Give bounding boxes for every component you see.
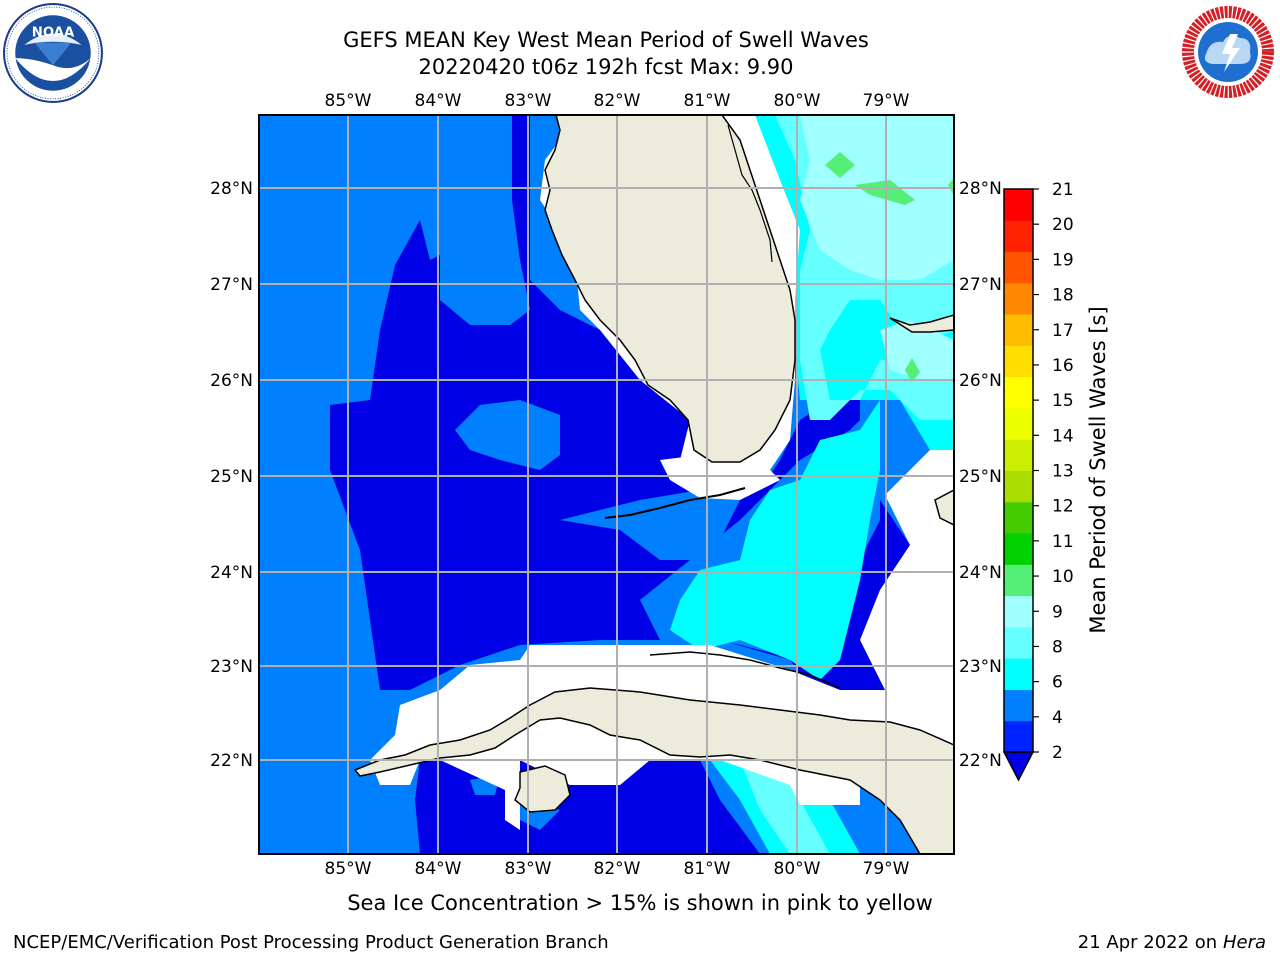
colorbar-segment <box>1004 689 1033 722</box>
colorbar-tick-label: 12 <box>1052 497 1074 517</box>
colorbar-segment <box>1004 501 1033 534</box>
colorbar-segment <box>1004 282 1033 315</box>
lon-label: 84°W <box>415 859 462 879</box>
lat-labels-left: 28°N 27°N 26°N 25°N 24°N 23°N 22°N <box>210 179 253 771</box>
mask-atlantic-east <box>860 450 954 760</box>
footer-credit: NCEP/EMC/Verification Post Processing Pr… <box>13 932 609 953</box>
land-andros <box>934 489 954 526</box>
colorbar-segment <box>1004 220 1033 253</box>
footer-host: Hera <box>1222 932 1266 953</box>
lat-labels-right: 28°N 27°N 26°N 25°N 24°N 23°N 22°N <box>959 179 1002 771</box>
colorbar-tick-label: 9 <box>1052 602 1063 622</box>
lon-label: 80°W <box>774 859 821 879</box>
lat-label: 27°N <box>959 275 1002 295</box>
land-cuba-cays <box>649 651 841 689</box>
colorbar-tick-label: 6 <box>1052 673 1063 693</box>
lat-label: 22°N <box>210 751 253 771</box>
map-title: GEFS MEAN Key West Mean Period of Swell … <box>343 28 869 52</box>
colorbar-segment <box>1004 407 1033 440</box>
colorbar-segment <box>1004 345 1033 378</box>
colorbar-segment <box>1004 626 1033 659</box>
colorbar-segment <box>1004 314 1033 346</box>
lon-label: 80°W <box>774 91 821 111</box>
swell-field-8-9-south <box>740 760 830 854</box>
map-subtitle: 20220420 t06z 192h fcst Max: 9.90 <box>418 55 794 79</box>
land-florida <box>544 115 796 463</box>
swell-field-9-10-patch <box>880 320 954 380</box>
swell-field-10-11-a <box>825 152 855 178</box>
colorbar-segment <box>1004 595 1033 628</box>
colorbar: 2 4 6 8 9 10 11 12 13 14 15 16 17 18 19 20 21 <box>1002 180 1074 782</box>
colorbar-tick-label: 14 <box>1052 426 1074 446</box>
colorbar-segment <box>1004 376 1033 409</box>
colorbar-tick-label: 2 <box>1052 743 1063 763</box>
national-weather-service-logo <box>1180 4 1276 100</box>
lon-label: 79°W <box>863 859 910 879</box>
lon-labels-top: 85°W 84°W 83°W 82°W 81°W 80°W 79°W <box>325 91 910 111</box>
lon-label: 81°W <box>684 859 731 879</box>
lon-label: 82°W <box>594 91 641 111</box>
map-frame <box>258 114 955 855</box>
noaa-logo: NOAA <box>3 3 103 103</box>
lon-label: 83°W <box>505 91 552 111</box>
lon-label: 82°W <box>594 859 641 879</box>
lat-label: 26°N <box>959 371 1002 391</box>
colorbar-tick-label: 18 <box>1052 286 1074 306</box>
graticule <box>259 115 954 854</box>
lat-label: 27°N <box>210 275 253 295</box>
lon-label: 83°W <box>505 859 552 879</box>
colorbar-segment <box>1004 564 1033 597</box>
lat-label: 25°N <box>210 467 253 487</box>
lat-label: 24°N <box>959 563 1002 583</box>
map-plot-area <box>259 115 954 854</box>
land-lake-okeechobee <box>727 124 773 263</box>
svg-text:NOAA: NOAA <box>32 26 75 41</box>
swell-field-4-6-keys <box>560 490 740 560</box>
colorbar-segment <box>1004 439 1033 471</box>
lon-label: 84°W <box>415 91 462 111</box>
colorbar-tick-label: 10 <box>1052 567 1074 587</box>
colorbar-segment <box>1004 470 1033 503</box>
lat-label: 23°N <box>959 657 1002 677</box>
colorbar-label: Mean Period of Swell Waves [s] <box>1086 306 1110 634</box>
colorbar-tick-label: 4 <box>1052 708 1063 728</box>
lon-label: 79°W <box>863 91 910 111</box>
sea-ice-caption: Sea Ice Concentration > 15% is shown in … <box>347 891 933 915</box>
colorbar-tick-label: 13 <box>1052 462 1074 482</box>
lat-label: 23°N <box>210 657 253 677</box>
colorbar-tick-label: 15 <box>1052 391 1074 411</box>
mask-florida-bay <box>660 455 780 500</box>
lon-label: 81°W <box>684 91 731 111</box>
land-grand-bahama <box>889 314 954 333</box>
colorbar-tick-label: 11 <box>1052 532 1074 552</box>
lon-labels-bottom: 85°W 84°W 83°W 82°W 81°W 80°W 79°W <box>325 859 910 879</box>
lat-label: 26°N <box>210 371 253 391</box>
colorbar-segment <box>1004 720 1033 753</box>
colorbar-tick-label: 17 <box>1052 321 1074 341</box>
colorbar-tick-label: 16 <box>1052 356 1074 376</box>
lat-label: 28°N <box>959 179 1002 199</box>
colorbar-tick-label: 19 <box>1052 250 1074 270</box>
land-florida-keys <box>604 487 746 519</box>
lat-label: 28°N <box>210 179 253 199</box>
colorbar-under-arrow <box>1002 751 1035 782</box>
lon-label: 85°W <box>325 91 372 111</box>
lat-label: 22°N <box>959 751 1002 771</box>
lat-label: 25°N <box>959 467 1002 487</box>
lat-label: 24°N <box>210 563 253 583</box>
lon-label: 85°W <box>325 859 372 879</box>
land-cuba <box>353 687 954 854</box>
colorbar-segment <box>1004 533 1033 565</box>
colorbar-segment <box>1004 189 1033 221</box>
swell-field-4-6-patch <box>455 400 560 470</box>
colorbar-segment <box>1004 658 1033 690</box>
colorbar-tick-label: 20 <box>1052 215 1074 235</box>
footer-date-text: 21 Apr 2022 on <box>1077 932 1223 953</box>
swell-field-10-11-c <box>905 358 920 382</box>
colorbar-tick-label: 8 <box>1052 637 1063 657</box>
colorbar-tick-label: 21 <box>1052 180 1074 200</box>
colorbar-segment <box>1004 251 1033 284</box>
footer-date: 21 Apr 2022 on Hera <box>1078 932 1266 953</box>
